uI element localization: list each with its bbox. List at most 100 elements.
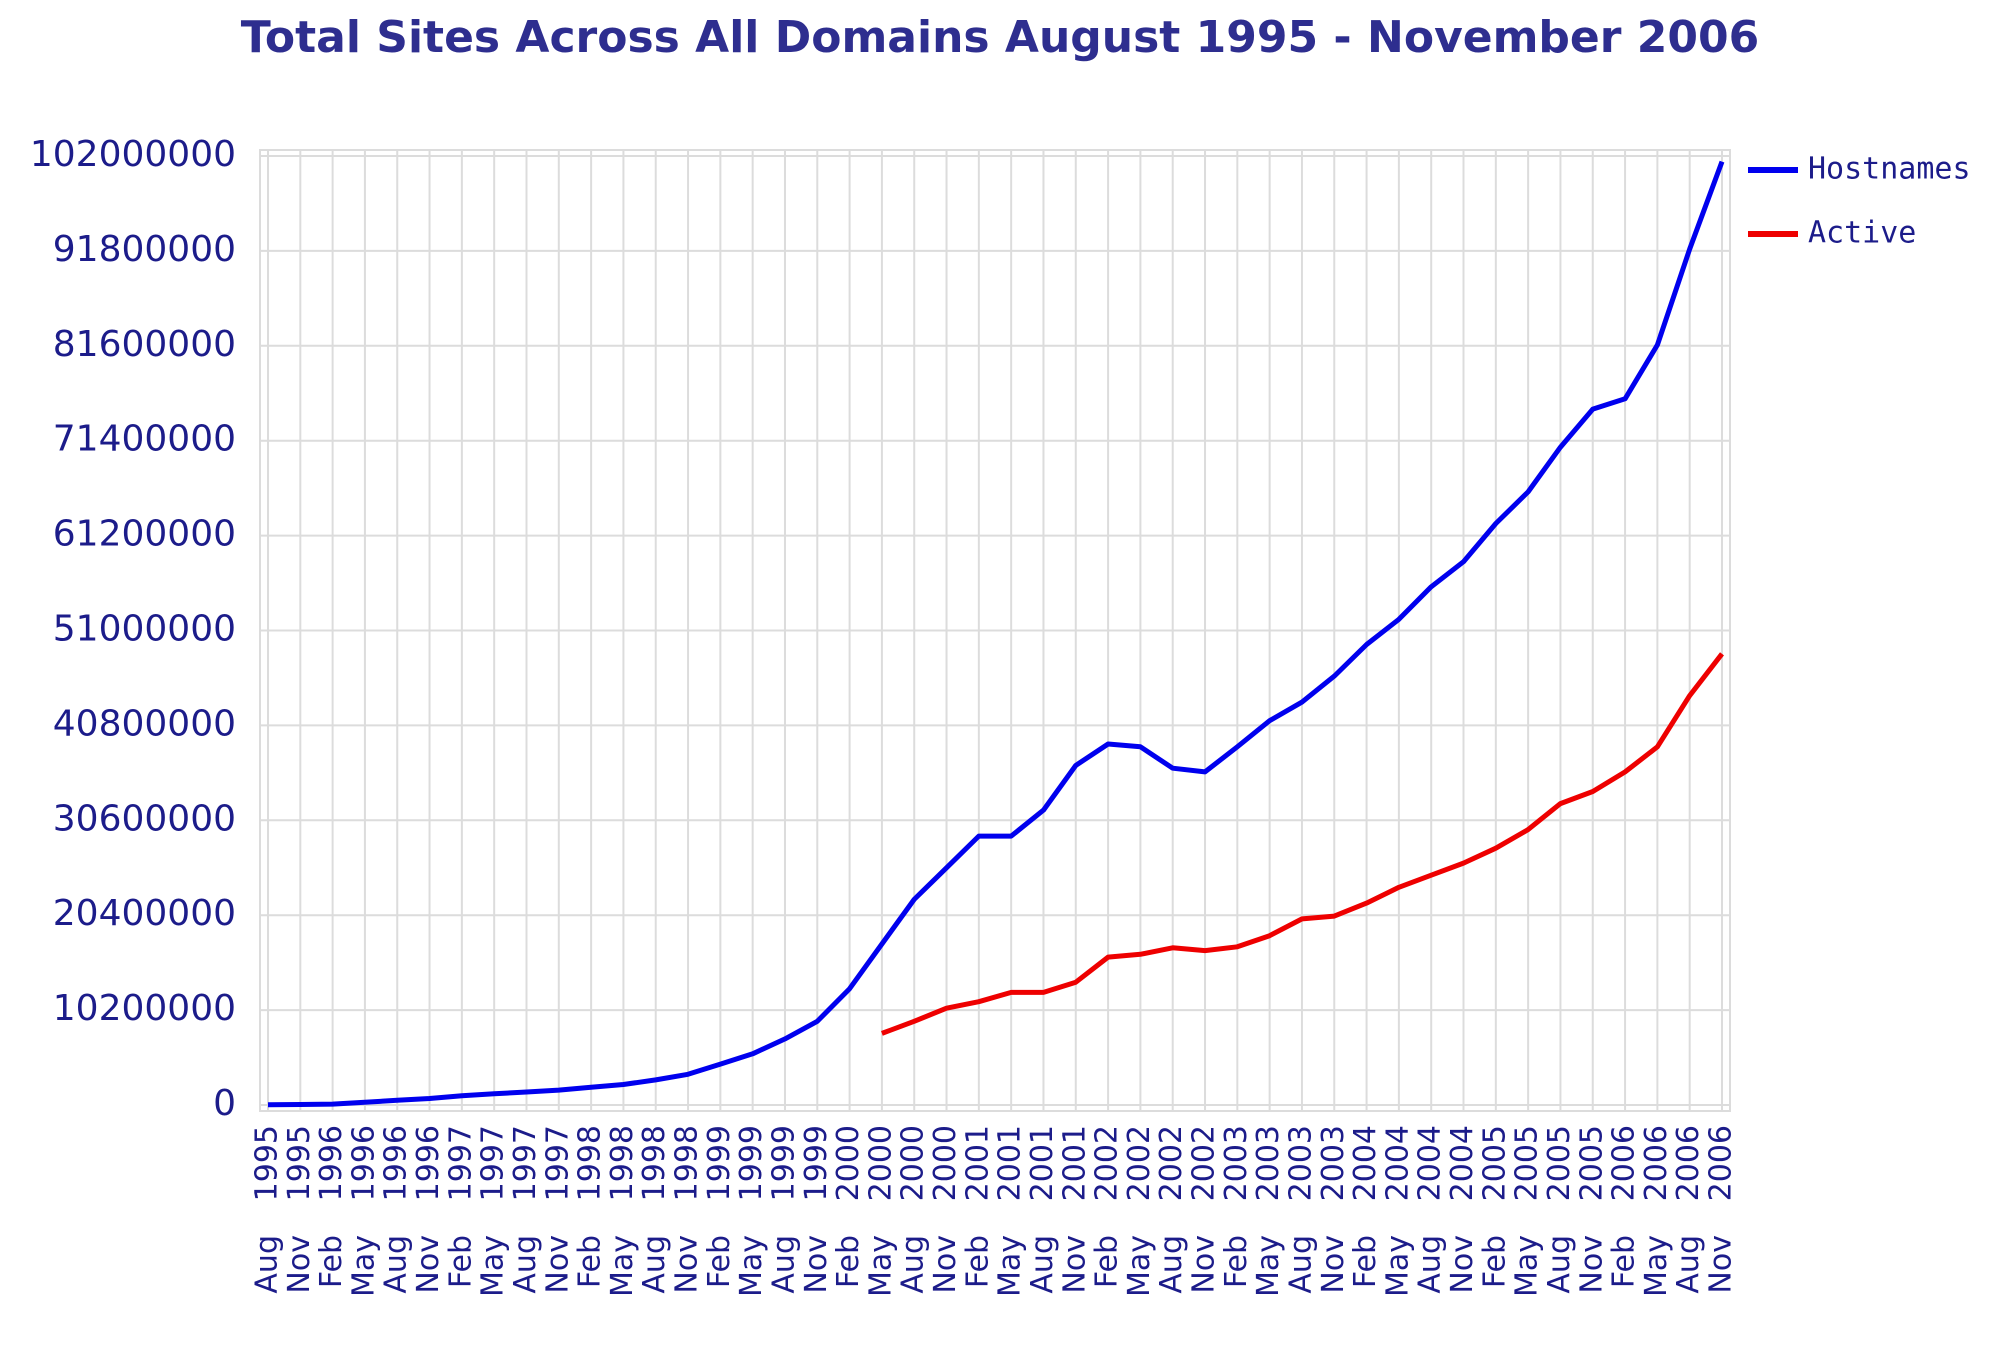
x-tick-label: May (1251, 1235, 1286, 1297)
y-tick-label: 0 (213, 1083, 236, 1124)
x-tick-label: 2001 (1025, 1125, 1060, 1201)
x-tick-label: 2006 (1607, 1125, 1642, 1201)
y-tick-label: 71400000 (53, 419, 236, 460)
x-tick-label: Feb (1348, 1235, 1383, 1288)
x-tick-label: 2003 (1251, 1125, 1286, 1201)
x-tick-label: Nov (1316, 1235, 1351, 1294)
x-tick-label: May (1510, 1235, 1545, 1297)
x-tick-label: 1997 (476, 1125, 511, 1201)
x-tick-label: 2004 (1445, 1125, 1480, 1201)
x-tick-label: 2001 (1057, 1125, 1092, 1201)
x-tick-label: 2006 (1704, 1125, 1739, 1201)
x-tick-label: Aug (1025, 1235, 1060, 1294)
x-tick-label: 1998 (670, 1125, 705, 1201)
x-tick-label: 2000 (896, 1125, 931, 1201)
x-tick-label: 1996 (314, 1125, 349, 1201)
y-tick-label: 91800000 (53, 229, 236, 270)
x-tick-label: 2002 (1122, 1125, 1157, 1201)
x-tick-label: 1996 (346, 1125, 381, 1201)
x-tick-label: 2002 (1187, 1125, 1222, 1201)
x-tick-label: Aug (637, 1235, 672, 1294)
x-tick-label: 2005 (1510, 1125, 1545, 1201)
x-tick-label: 2001 (960, 1125, 995, 1201)
x-tick-label: Nov (670, 1235, 705, 1294)
line-series (881, 652, 1724, 1036)
x-tick-label: Feb (443, 1235, 478, 1288)
x-tick-label: Aug (1542, 1235, 1577, 1294)
x-tick-label: Aug (379, 1235, 414, 1294)
x-tick-label: 1996 (411, 1125, 446, 1201)
x-tick-label: May (476, 1235, 511, 1297)
x-tick-label: Nov (540, 1235, 575, 1294)
x-tick-label: Feb (314, 1235, 349, 1288)
x-tick-label: Nov (799, 1235, 834, 1294)
x-tick-label: 2005 (1477, 1125, 1512, 1201)
x-tick-label: Feb (960, 1235, 995, 1288)
x-tick-label: Aug (766, 1235, 801, 1294)
x-tick-label: Feb (1477, 1235, 1512, 1288)
x-tick-label: May (993, 1235, 1028, 1297)
x-tick-label: Aug (1154, 1235, 1189, 1294)
x-tick-label: Aug (896, 1235, 931, 1294)
x-tick-label: 1999 (734, 1125, 769, 1201)
x-tick-label: Feb (831, 1235, 866, 1288)
x-tick-label: 2003 (1283, 1125, 1318, 1201)
y-tick-label: 40800000 (53, 703, 236, 744)
x-tick-label: 2004 (1348, 1125, 1383, 1201)
x-tick-label: 1997 (508, 1125, 543, 1201)
x-tick-label: 1998 (637, 1125, 672, 1201)
x-tick-label: 2000 (831, 1125, 866, 1201)
x-tick-label: Aug (250, 1235, 285, 1294)
x-tick-label: Feb (1219, 1235, 1254, 1288)
x-tick-label: 1999 (799, 1125, 834, 1201)
y-tick-label: 81600000 (53, 324, 236, 365)
y-tick-label: 102000000 (30, 134, 236, 175)
x-tick-label: Aug (1283, 1235, 1318, 1294)
x-tick-label: 2006 (1671, 1125, 1706, 1201)
x-tick-label: 2005 (1574, 1125, 1609, 1201)
x-tick-label: 1996 (379, 1125, 414, 1201)
x-tick-label: 2003 (1316, 1125, 1351, 1201)
x-tick-label: 2002 (1090, 1125, 1125, 1201)
x-tick-label: Nov (1704, 1235, 1739, 1294)
x-tick-label: May (734, 1235, 769, 1297)
x-tick-label: May (1122, 1235, 1157, 1297)
y-tick-label: 30600000 (53, 798, 236, 839)
legend-label: Active (1808, 216, 1916, 251)
x-tick-label: Aug (1671, 1235, 1706, 1294)
x-tick-label: Feb (1607, 1235, 1642, 1288)
x-tick-label: Aug (508, 1235, 543, 1294)
x-tick-label: 1995 (282, 1125, 317, 1201)
x-tick-label: 2003 (1219, 1125, 1254, 1201)
x-tick-label: 1999 (766, 1125, 801, 1201)
x-tick-label: 1999 (702, 1125, 737, 1201)
legend-label: Hostnames (1808, 152, 1971, 187)
x-tick-label: 2004 (1413, 1125, 1448, 1201)
x-tick-label: 1997 (443, 1125, 478, 1201)
x-tick-label: Aug (1413, 1235, 1448, 1294)
x-tick-label: May (605, 1235, 640, 1297)
line-series (267, 160, 1725, 1108)
x-tick-label: Nov (282, 1235, 317, 1294)
x-tick-label: Feb (702, 1235, 737, 1288)
x-tick-label: 2000 (863, 1125, 898, 1201)
y-tick-label: 51000000 (53, 609, 236, 650)
x-tick-label: May (863, 1235, 898, 1297)
x-tick-label: Nov (1445, 1235, 1480, 1294)
x-tick-label: Nov (1187, 1235, 1222, 1294)
x-tick-label: 2001 (993, 1125, 1028, 1201)
x-tick-label: May (1639, 1235, 1674, 1297)
y-tick-label: 61200000 (53, 514, 236, 555)
x-tick-label: Feb (1090, 1235, 1125, 1288)
x-tick-label: 2002 (1154, 1125, 1189, 1201)
x-tick-label: 1997 (540, 1125, 575, 1201)
x-tick-label: Nov (411, 1235, 446, 1294)
x-tick-label: 2000 (928, 1125, 963, 1201)
x-tick-label: 1995 (250, 1125, 285, 1201)
y-tick-label: 10200000 (53, 988, 236, 1029)
x-tick-label: 2006 (1639, 1125, 1674, 1201)
x-tick-label: Nov (1057, 1235, 1092, 1294)
x-tick-label: Feb (573, 1235, 608, 1288)
x-tick-label: Nov (1574, 1235, 1609, 1294)
